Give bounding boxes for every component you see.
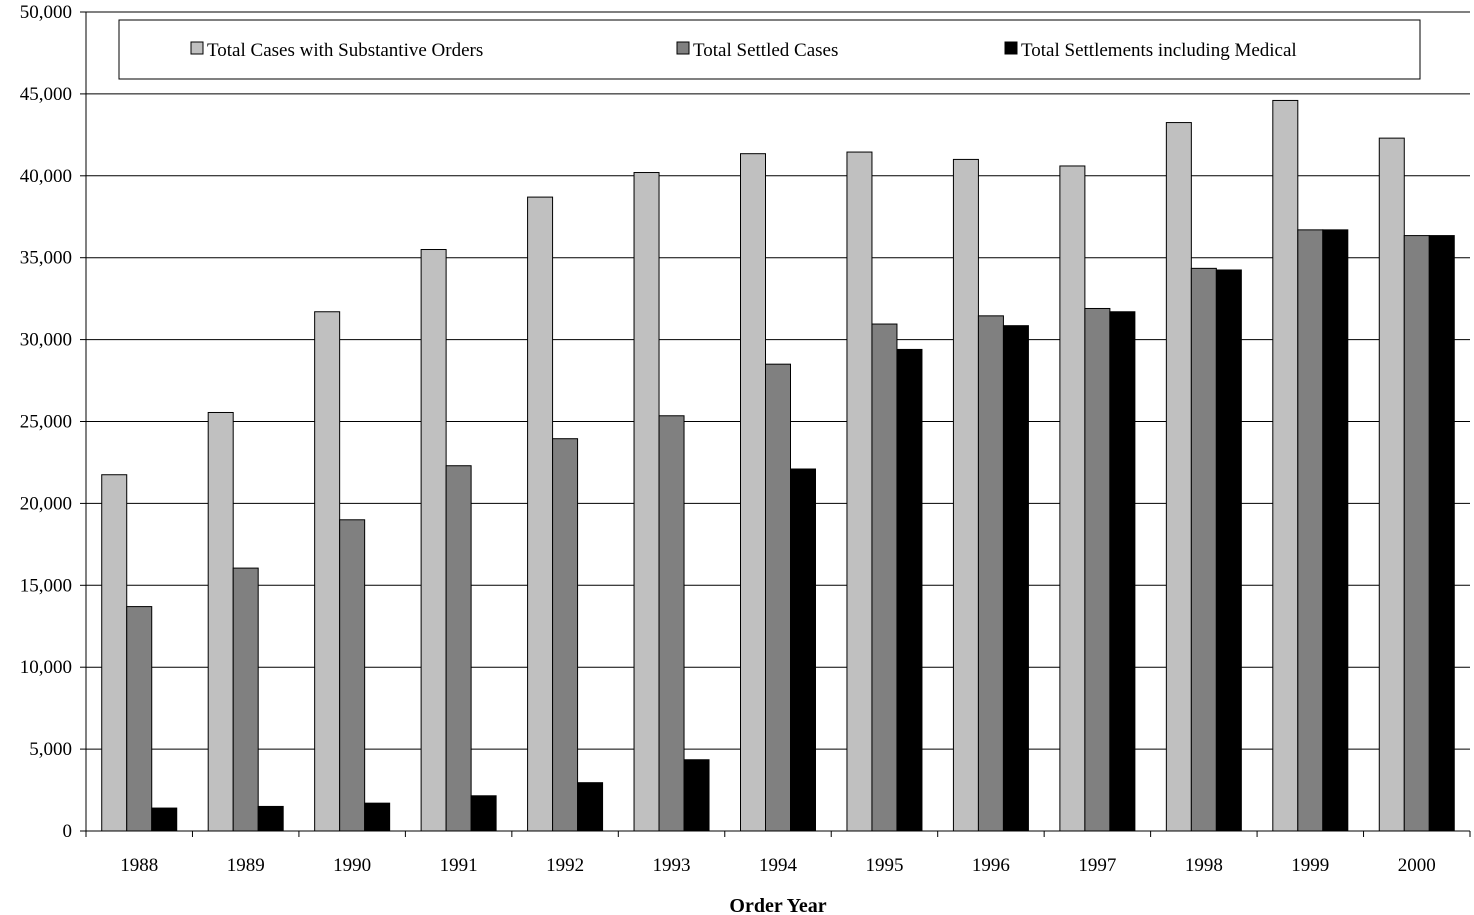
y-tick-label: 25,000: [20, 412, 72, 433]
bar-1996-series-3: [1002, 325, 1029, 832]
y-tick-label: 20,000: [20, 493, 72, 514]
bar-1997-series-2: [1084, 307, 1111, 832]
bar-1998-series-2: [1190, 267, 1217, 832]
legend-label: Total Settlements including Medical: [1021, 40, 1297, 61]
bar-1999-series-2: [1297, 229, 1324, 832]
x-axis-title: Order Year: [729, 895, 826, 915]
bar-1990-series-2: [339, 519, 366, 832]
legend-swatch: [190, 41, 204, 55]
bar-1988-series-2: [126, 606, 153, 832]
bar-1993-series-1: [633, 172, 660, 832]
bar-1995-series-1: [846, 151, 873, 832]
y-tick-label: 50,000: [20, 2, 72, 23]
x-tick-label: 1995: [865, 855, 903, 876]
bar-2000-series-3: [1428, 235, 1455, 832]
bar-1999-series-3: [1322, 229, 1349, 832]
bar-1997-series-3: [1109, 311, 1136, 832]
bar-1995-series-2: [871, 323, 898, 832]
x-tick-label: 1990: [333, 855, 371, 876]
bar-1989-series-2: [232, 567, 259, 832]
x-tick-label: 1993: [653, 855, 691, 876]
x-tick-label: 1988: [120, 855, 158, 876]
y-tick-label: 30,000: [20, 330, 72, 351]
bar-1993-series-3: [683, 759, 710, 832]
y-tick-label: 0: [63, 821, 73, 842]
bar-1994-series-1: [740, 153, 766, 832]
bar-1997-series-1: [1059, 165, 1086, 832]
x-tick-label: 1998: [1185, 855, 1223, 876]
y-tick-label: 10,000: [20, 657, 72, 678]
legend: Total Cases with Substantive Orders Total…: [118, 19, 1421, 80]
x-tick-label: 1996: [972, 855, 1010, 876]
bar-1998-series-3: [1215, 269, 1242, 832]
bar-1995-series-3: [896, 348, 923, 832]
bar-1992-series-3: [577, 782, 604, 832]
bar-1994-series-3: [790, 468, 816, 832]
x-tick-labels: 1988 1989 1990 1991 1992 1993 1994 1995 1996 1997…: [85, 831, 1471, 876]
bar-1990-series-1: [314, 311, 341, 832]
bar-1989-series-1: [207, 411, 234, 832]
x-tick-label: 1999: [1291, 855, 1329, 876]
y-tick-labels: 0 5,000 10,000 15,000 20,000 25,000 30,000 35,0…: [20, 2, 86, 842]
bars: [101, 99, 1455, 832]
bar-1996-series-2: [977, 315, 1004, 832]
y-tick-label: 35,000: [20, 248, 72, 269]
legend-label: Total Settled Cases: [693, 40, 838, 61]
bar-1991-series-1: [420, 249, 447, 832]
x-tick-label: 1994: [759, 855, 798, 876]
bar-1989-series-3: [257, 805, 284, 832]
legend-label: Total Cases with Substantive Orders: [207, 40, 483, 61]
x-tick-label: 1997: [1078, 855, 1116, 876]
legend-swatch: [1004, 41, 1018, 55]
bar-1998-series-1: [1165, 122, 1192, 832]
bar-2000-series-1: [1378, 137, 1405, 832]
x-tick-label: 1989: [227, 855, 265, 876]
legend-swatch: [676, 41, 690, 55]
bar-1994-series-2: [765, 363, 791, 832]
legend-box: [118, 19, 1421, 80]
x-tick-label: 2000: [1398, 855, 1436, 876]
bar-1991-series-2: [445, 465, 472, 832]
bar-1992-series-2: [552, 438, 579, 832]
x-tick-label: 1992: [546, 855, 584, 876]
bar-1988-series-3: [151, 807, 178, 832]
bar-1996-series-1: [952, 158, 979, 832]
bar-1990-series-3: [364, 802, 391, 832]
y-tick-label: 40,000: [20, 166, 72, 187]
bar-1999-series-1: [1272, 99, 1299, 832]
y-tick-label: 45,000: [20, 84, 72, 105]
bar-1992-series-1: [527, 196, 554, 832]
y-tick-label: 15,000: [20, 575, 72, 596]
bar-2000-series-2: [1403, 235, 1430, 832]
x-tick-label: 1991: [440, 855, 478, 876]
y-tick-label: 5,000: [29, 739, 72, 760]
bar-1991-series-3: [470, 795, 497, 832]
bar-1993-series-2: [658, 415, 685, 832]
bar-1988-series-1: [101, 474, 128, 832]
